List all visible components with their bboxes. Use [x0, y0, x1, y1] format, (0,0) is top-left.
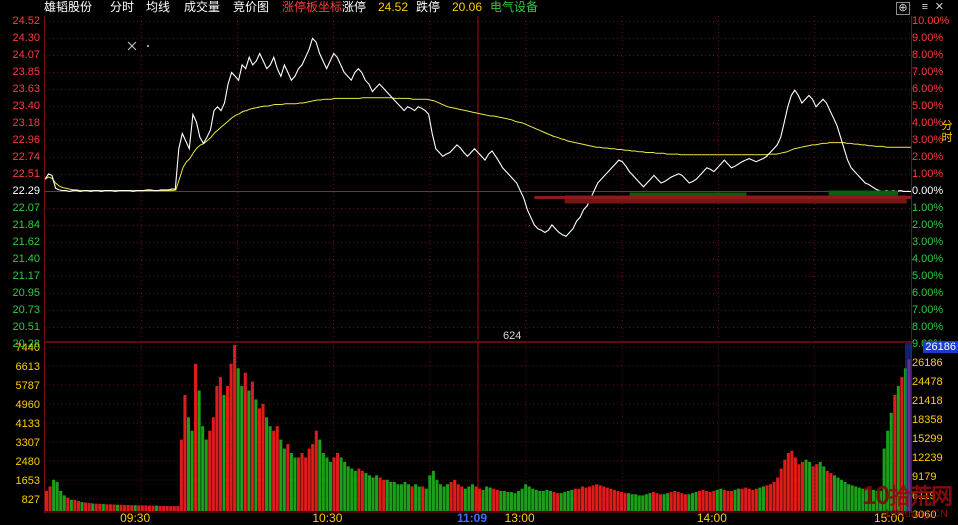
time-tick-0: 09:30	[120, 511, 151, 525]
plus-icon[interactable]: ⊕	[896, 2, 910, 15]
tab-fenshi[interactable]: 分时	[110, 0, 135, 14]
price-tick-left-14: 21.40	[12, 253, 40, 265]
price-tick-left-7: 22.96	[12, 134, 40, 146]
price-tick-right-6: 4.00%	[912, 117, 944, 129]
watermark-small: 10Huang.CN	[884, 508, 948, 520]
volume-tick-right-2: 21418	[912, 395, 943, 407]
volume-tick-right-5: 12239	[912, 452, 943, 464]
price-tick-right-7: 3.00%	[912, 134, 944, 146]
price-tick-left-2: 24.07	[12, 49, 40, 61]
volume-tick-right-0: 26186	[912, 357, 943, 369]
annotation-624: 624	[503, 330, 522, 342]
price-tick-right-16: 6.00%	[912, 287, 944, 299]
volume-axis-right: 26186 24478 21418 18358 15299 12239 9179 6119 30…	[912, 341, 958, 521]
volume-tick-right-3: 18358	[912, 414, 943, 426]
price-tick-right-2: 8.00%	[912, 49, 944, 61]
watermark-main: 10	[862, 480, 890, 510]
price-tick-right-15: 5.00%	[912, 270, 944, 282]
price-tick-left-9: 22.51	[12, 168, 40, 180]
price-tick-right-5: 5.00%	[912, 100, 944, 112]
zhangting-value: 24.52	[378, 0, 409, 14]
price-tick-right-18: 8.00%	[912, 321, 944, 333]
price-tick-left-8: 22.74	[12, 151, 40, 163]
tab-jingjiatu[interactable]: 竞价图	[233, 0, 270, 14]
tab-junxian[interactable]: 均线	[146, 0, 171, 14]
sector-label: 电气设备	[490, 0, 539, 14]
tab-zhangtingban-zuobiao[interactable]: 涨停板坐标	[282, 0, 343, 14]
dieting-value: 20.06	[452, 0, 483, 14]
volume-tick-left-4: 4133	[15, 418, 40, 430]
menu-icon[interactable]: ≡	[921, 1, 928, 13]
price-tick-right-12: 2.00%	[912, 219, 944, 231]
volume-tick-left-5: 3307	[15, 437, 40, 449]
price-tick-left-10: 22.29	[12, 185, 40, 197]
volume-svg	[45, 341, 911, 513]
volume-tick-left-7: 1653	[15, 475, 40, 487]
volume-tick-right-6: 9179	[912, 471, 937, 483]
price-tick-right-4: 6.00%	[912, 83, 944, 95]
volume-tick-left-3: 4960	[15, 399, 40, 411]
stock-name: 雄韬股份	[44, 0, 93, 14]
close-icon[interactable]: ✕	[934, 1, 944, 13]
volume-tick-right-7: 6119	[912, 490, 936, 502]
volume-current-badge: 26186	[923, 341, 958, 353]
tab-chengjiaoliang[interactable]: 成交量	[184, 0, 221, 14]
volume-tick-left-0: 7440	[15, 342, 40, 354]
price-tick-left-3: 23.85	[12, 66, 40, 78]
price-axis-left: 24.52 24.30 24.07 23.85 23.63 23.40 23.18 22.96…	[0, 15, 42, 350]
price-tick-left-4: 23.63	[12, 83, 40, 95]
side-label: 分时	[941, 120, 953, 144]
price-tick-left-18: 20.51	[12, 321, 40, 333]
price-tick-right-13: 3.00%	[912, 236, 944, 248]
watermark: 10拾荒网	[862, 480, 953, 510]
volume-axis-left: 7440 6613 5787 4960 4133 3307 2480 1653 827	[0, 341, 42, 513]
price-tick-right-10: 0.00%	[912, 185, 944, 197]
price-tick-right-9: 1.00%	[912, 168, 944, 180]
volume-tick-right-1: 24478	[912, 376, 943, 388]
price-tick-right-8: 2.00%	[912, 151, 944, 163]
price-tick-left-16: 20.95	[12, 287, 40, 299]
watermark-cn: 拾荒网	[888, 484, 953, 509]
price-tick-left-19: 20.28	[12, 338, 40, 350]
price-axis-right: 10.00% 9.00% 8.00% 7.00% 6.00% 5.00% 4.00% 3.00…	[912, 15, 958, 350]
price-tick-left-0: 24.52	[12, 15, 40, 27]
price-tick-left-11: 22.07	[12, 202, 40, 214]
price-tick-left-1: 24.30	[12, 32, 40, 44]
price-tick-right-11: 1.00%	[912, 202, 944, 214]
dieting-label: 跌停	[416, 0, 441, 14]
time-tick-1: 10:30	[312, 511, 343, 525]
volume-tick-left-1: 6613	[15, 361, 40, 373]
price-tick-left-15: 21.17	[12, 270, 40, 282]
price-tick-left-6: 23.18	[12, 117, 40, 129]
price-tick-left-5: 23.40	[12, 100, 40, 112]
price-svg	[45, 16, 911, 340]
time-tick-2: 11:09	[457, 511, 488, 525]
time-axis: 09:30 10:30 11:09 13:00 14:00 15:00	[0, 511, 958, 525]
toolbar: 雄韬股份 分时 均线 成交量 竞价图 涨停板坐标 涨停 24.52 跌停 20.…	[0, 0, 958, 15]
price-plot[interactable]	[44, 16, 912, 340]
time-tick-3: 13:00	[504, 511, 535, 525]
volume-tick-left-2: 5787	[15, 380, 40, 392]
price-tick-left-12: 21.84	[12, 219, 40, 231]
price-tick-right-17: 7.00%	[912, 304, 944, 316]
price-tick-left-13: 21.62	[12, 236, 40, 248]
volume-tick-right-8: 3060	[912, 509, 937, 521]
time-tick-5: 15:00	[874, 511, 905, 525]
volume-tick-left-8: 827	[21, 494, 40, 506]
zhangting-label: 涨停	[342, 0, 367, 14]
price-tick-right-1: 9.00%	[912, 32, 944, 44]
time-tick-4: 14:00	[696, 511, 727, 525]
price-tick-left-17: 20.73	[12, 304, 40, 316]
volume-tick-left-6: 2480	[15, 456, 40, 468]
volume-tick-right-4: 15299	[912, 433, 943, 445]
price-tick-right-3: 7.00%	[912, 66, 944, 78]
price-tick-right-14: 4.00%	[912, 253, 944, 265]
volume-plot[interactable]	[44, 341, 912, 513]
price-tick-right-0: 10.00%	[912, 15, 950, 27]
